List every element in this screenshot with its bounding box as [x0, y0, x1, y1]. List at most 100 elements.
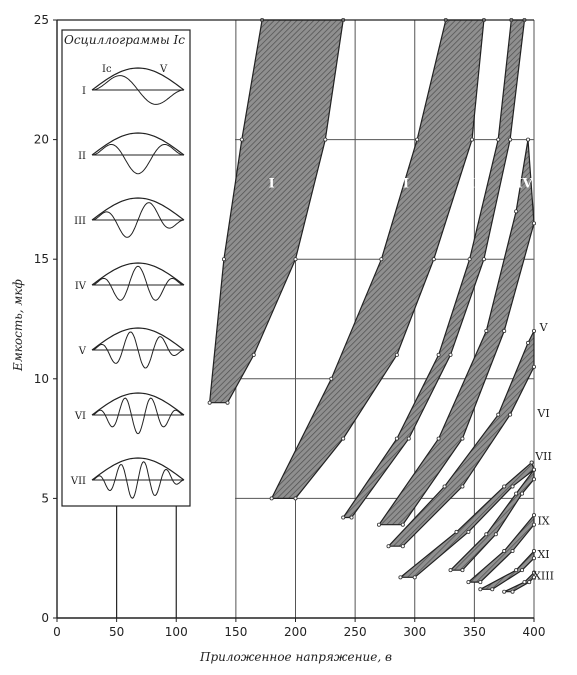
band-point: [522, 580, 527, 585]
x-tick-label: 250: [344, 625, 367, 639]
band-point: [520, 491, 525, 496]
inset-voltage-wave: [91, 197, 185, 221]
band-point: [460, 484, 465, 489]
inset-current-wave: [91, 265, 185, 301]
x-tick-label: 400: [523, 625, 546, 639]
band-point: [341, 515, 346, 520]
band-point: [329, 376, 334, 381]
band-label-v: V: [539, 321, 549, 334]
band-point: [323, 137, 328, 142]
band-point: [466, 529, 471, 534]
band-point: [514, 568, 519, 573]
band-point: [502, 589, 507, 594]
x-tick-label: 100: [165, 625, 188, 639]
band-point: [349, 515, 354, 520]
band-point: [478, 587, 483, 592]
band-point: [532, 221, 537, 226]
inset-curve-label-ic: Iс: [102, 64, 112, 75]
band-label-iv: IV: [516, 176, 533, 191]
band-point: [400, 544, 405, 549]
band-point: [251, 352, 256, 357]
band-point: [478, 580, 483, 585]
inset-row-label: IV: [75, 281, 87, 292]
inset-current-wave: [91, 461, 185, 499]
inset-current-wave: [91, 144, 185, 175]
band-point: [469, 137, 474, 142]
band-point: [394, 352, 399, 357]
band-point: [508, 137, 513, 142]
band-point: [460, 568, 465, 573]
band-point: [466, 580, 471, 585]
x-axis-label: Приложенное напряжение, в: [199, 650, 392, 664]
axes: 0 50 100 150 200 250 300 350 400 0 5 10 15 20 25: [34, 13, 546, 639]
band-point: [502, 484, 507, 489]
band-point: [520, 568, 525, 573]
band-point: [532, 570, 537, 575]
band-point: [442, 484, 447, 489]
band-point: [502, 328, 507, 333]
band-point: [398, 575, 403, 580]
band-point: [400, 522, 405, 527]
inset-current-wave: [91, 397, 185, 435]
band-point: [484, 532, 489, 537]
band-point: [532, 477, 537, 482]
inset-voltage-wave: [91, 262, 185, 286]
band-point: [529, 460, 534, 465]
band-point: [460, 436, 465, 441]
band-point: [436, 436, 441, 441]
band-point: [514, 491, 519, 496]
band-label-vii: VII: [534, 450, 552, 463]
inset-row-label: III: [74, 216, 86, 227]
band-point: [532, 556, 537, 561]
band-point: [415, 137, 420, 142]
inset-row-label: VII: [70, 476, 86, 487]
band-ii: [270, 19, 485, 499]
inset-current-wave: [91, 202, 185, 238]
band-point: [394, 436, 399, 441]
band-label-ii: II: [397, 176, 409, 191]
x-tick-label: 350: [463, 625, 486, 639]
band-point: [269, 496, 274, 501]
y-tick-label: 5: [41, 491, 49, 505]
inset-voltage-wave: [91, 67, 185, 91]
band-point: [221, 257, 226, 262]
band-point: [207, 400, 212, 405]
band-label-ix: IX: [537, 515, 549, 528]
band-point: [293, 257, 298, 262]
y-tick-label: 10: [34, 372, 49, 386]
inset-current-wave: [91, 75, 185, 105]
y-tick-label: 15: [34, 252, 49, 266]
inset-row-label: VI: [74, 411, 86, 422]
band-label-xi: XI: [537, 548, 549, 561]
inset-frame: [61, 29, 191, 507]
inset-voltage-wave: [91, 392, 185, 416]
band-point: [496, 412, 501, 417]
band-point: [454, 529, 459, 534]
band-point: [496, 137, 501, 142]
band-point: [448, 352, 453, 357]
y-axis-label: Емкость, мкф: [11, 279, 25, 372]
x-tick-label: 50: [109, 625, 124, 639]
band-point: [376, 522, 381, 527]
band-point: [532, 522, 537, 527]
x-tick-label: 0: [53, 625, 61, 639]
band-point: [532, 467, 537, 472]
band-i: [208, 19, 344, 404]
inset-voltage-wave: [91, 132, 185, 156]
band-label-i: I: [269, 176, 275, 191]
inset-curve-label-v: V: [159, 64, 168, 75]
y-tick-label: 0: [41, 611, 49, 625]
band-label-iii: III: [463, 176, 481, 191]
band-point: [481, 257, 486, 262]
band-point: [527, 580, 532, 585]
band-point: [431, 257, 436, 262]
inset-voltage-wave: [91, 327, 185, 351]
band-label-vi: VI: [536, 407, 549, 420]
band-point: [514, 209, 519, 214]
band-point: [406, 436, 411, 441]
inset-voltage-wave: [91, 457, 185, 481]
band-point: [502, 549, 507, 554]
band-point: [510, 549, 515, 554]
